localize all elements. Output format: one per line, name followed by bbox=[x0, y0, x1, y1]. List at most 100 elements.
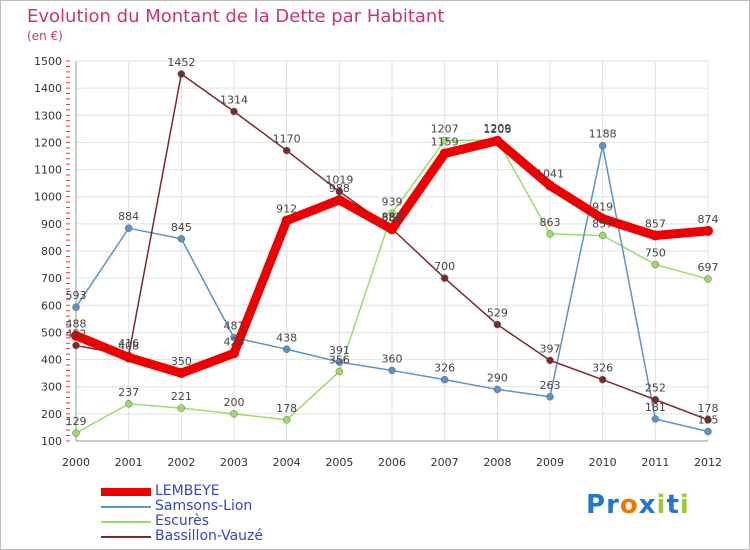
legend-swatch bbox=[101, 506, 151, 508]
legend-swatch bbox=[101, 488, 151, 496]
brand-letter: P bbox=[586, 490, 607, 520]
data-point bbox=[177, 70, 186, 78]
data-label: 488 bbox=[66, 318, 87, 331]
data-point bbox=[282, 416, 291, 424]
data-point bbox=[282, 345, 291, 354]
data-point bbox=[177, 235, 186, 243]
data-point bbox=[704, 275, 712, 283]
data-label: 1159 bbox=[431, 136, 459, 149]
data-label: 360 bbox=[382, 352, 403, 365]
x-tick-label: 2004 bbox=[273, 456, 301, 469]
data-label: 863 bbox=[540, 216, 561, 229]
data-point bbox=[651, 395, 660, 404]
data-point bbox=[439, 148, 450, 159]
brand-letter: t bbox=[666, 490, 680, 520]
data-point bbox=[387, 224, 397, 235]
x-tick-label: 2006 bbox=[378, 456, 406, 469]
data-point bbox=[440, 274, 449, 282]
y-tick-label: 700 bbox=[41, 272, 62, 285]
data-label: 135 bbox=[698, 414, 719, 427]
x-tick-label: 2000 bbox=[62, 456, 90, 469]
data-label: 1041 bbox=[536, 168, 564, 181]
y-tick-label: 100 bbox=[41, 435, 62, 448]
x-tick-label: 2010 bbox=[589, 456, 617, 469]
data-label: 882 bbox=[382, 211, 403, 224]
data-point bbox=[598, 375, 607, 384]
data-label: 408 bbox=[118, 339, 139, 352]
data-label: 397 bbox=[540, 342, 561, 355]
data-label: 178 bbox=[276, 402, 297, 415]
data-label: 416 bbox=[118, 337, 139, 350]
data-label: 1207 bbox=[431, 123, 459, 136]
data-label: 880 bbox=[382, 211, 403, 224]
data-point bbox=[492, 135, 503, 146]
data-point bbox=[124, 400, 133, 408]
y-tick-label: 800 bbox=[41, 245, 62, 258]
data-point bbox=[123, 352, 134, 363]
data-label: 874 bbox=[698, 213, 719, 226]
data-point bbox=[71, 330, 81, 341]
chart-title: Evolution du Montant de la Dette par Hab… bbox=[27, 6, 445, 27]
legend-label: LEMBEYE bbox=[155, 483, 220, 499]
data-label: 452 bbox=[66, 327, 87, 340]
x-tick-label: 2007 bbox=[431, 456, 459, 469]
data-label: 129 bbox=[66, 415, 87, 428]
y-tick-label: 1500 bbox=[34, 55, 62, 68]
data-label: 356 bbox=[329, 354, 350, 367]
data-label: 423 bbox=[224, 335, 245, 348]
data-label: 529 bbox=[487, 307, 508, 320]
data-label: 350 bbox=[171, 355, 192, 368]
data-label: 391 bbox=[329, 344, 350, 357]
data-label: 178 bbox=[698, 402, 719, 415]
x-tick-label: 2001 bbox=[115, 456, 143, 469]
data-point bbox=[493, 385, 502, 394]
y-tick-label: 600 bbox=[41, 299, 62, 312]
data-point bbox=[177, 404, 186, 412]
data-label: 1452 bbox=[167, 56, 195, 69]
data-label: 697 bbox=[698, 261, 719, 274]
data-point bbox=[703, 225, 713, 236]
data-label: 1209 bbox=[483, 122, 511, 135]
data-point bbox=[282, 146, 291, 155]
y-tick-label: 300 bbox=[41, 381, 62, 394]
data-label: 857 bbox=[645, 218, 666, 231]
data-label: 290 bbox=[487, 371, 508, 384]
y-tick-label: 1400 bbox=[34, 82, 62, 95]
data-point bbox=[176, 368, 187, 379]
data-point bbox=[704, 416, 712, 424]
data-point bbox=[230, 107, 238, 116]
data-label: 700 bbox=[434, 260, 455, 273]
data-point bbox=[72, 341, 80, 350]
data-point bbox=[545, 180, 555, 191]
data-label: 263 bbox=[540, 379, 561, 392]
brand-letter: o bbox=[619, 490, 639, 520]
data-point bbox=[704, 427, 712, 436]
data-label: 1314 bbox=[220, 93, 248, 106]
data-point bbox=[546, 230, 554, 238]
x-tick-label: 2009 bbox=[536, 456, 564, 469]
data-label: 1170 bbox=[273, 133, 301, 146]
data-label: 326 bbox=[434, 362, 455, 375]
x-tick-label: 2003 bbox=[220, 456, 248, 469]
data-label: 884 bbox=[118, 210, 139, 223]
legend-label: Escurès bbox=[155, 513, 210, 529]
data-label: 988 bbox=[329, 182, 350, 195]
data-label: 181 bbox=[645, 401, 666, 414]
data-point bbox=[229, 348, 239, 359]
data-label: 919 bbox=[592, 201, 613, 214]
y-tick-label: 900 bbox=[41, 218, 62, 231]
data-label: 1206 bbox=[483, 123, 511, 136]
legend-label: Samsons-Lion bbox=[155, 498, 253, 514]
data-point bbox=[440, 375, 449, 384]
data-point bbox=[597, 213, 608, 224]
data-point bbox=[650, 230, 661, 241]
data-point bbox=[335, 358, 344, 366]
data-label: 857 bbox=[592, 218, 613, 231]
data-point bbox=[281, 215, 292, 226]
data-label: 326 bbox=[592, 362, 613, 375]
x-tick-label: 2008 bbox=[483, 456, 511, 469]
data-point bbox=[598, 141, 607, 150]
y-tick-label: 1300 bbox=[34, 109, 62, 122]
brand-logo: Proxiti bbox=[586, 490, 690, 520]
